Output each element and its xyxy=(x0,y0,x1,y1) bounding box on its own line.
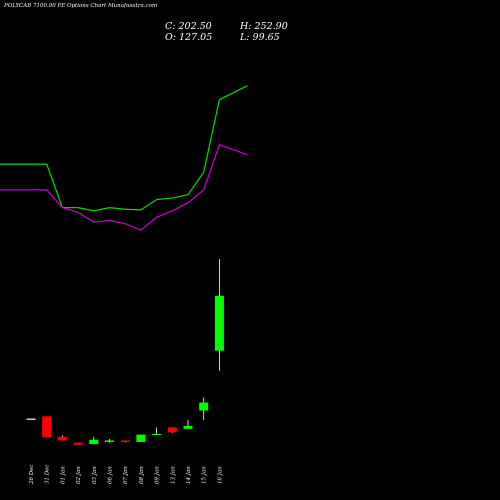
close-value: C: 202.50 xyxy=(165,21,212,32)
x-tick-label: 31 Dec xyxy=(45,465,51,485)
candle-body xyxy=(105,440,114,442)
x-tick-label: 26 Dec xyxy=(29,465,35,486)
ohlc-right: H: 252.90 L: 99.65 xyxy=(240,21,288,43)
high-value: H: 252.90 xyxy=(240,21,288,32)
candle xyxy=(136,434,146,442)
x-tick-label: 09 Jan xyxy=(155,466,161,484)
candle xyxy=(152,427,162,436)
candle-body xyxy=(152,433,162,436)
candle xyxy=(89,436,99,445)
x-tick-label: 03 Jan xyxy=(92,466,98,484)
x-tick-label: 15 Jan xyxy=(202,466,208,484)
x-tick-label: 13 Jan xyxy=(170,466,176,484)
x-tick-label: 16 Jan xyxy=(217,466,223,484)
x-tick-label: 02 Jan xyxy=(76,466,82,484)
candle-body xyxy=(42,416,52,438)
open-value: O: 127.05 xyxy=(165,32,213,43)
candle xyxy=(26,418,36,420)
candle-body xyxy=(136,434,146,442)
candle xyxy=(57,435,67,441)
chart-title: POLYCAB 7100.00 PE Options Chart Munafas… xyxy=(4,3,158,9)
indicator-lines xyxy=(0,85,248,231)
candle-body xyxy=(214,295,224,351)
candle xyxy=(214,259,224,371)
low-value: L: 99.65 xyxy=(240,32,280,43)
x-axis-labels: 26 Dec 31 Dec 01 Jan 02 Jan 03 Jan 06 Jan 07 J… xyxy=(29,465,223,486)
x-tick-label: 01 Jan xyxy=(60,466,66,484)
ohlc-left: C: 202.50 O: 127.05 xyxy=(165,21,212,43)
candle xyxy=(105,438,114,443)
candle xyxy=(199,397,209,421)
candle xyxy=(73,442,83,445)
candle-body xyxy=(167,427,177,433)
magenta-indicator-line xyxy=(0,144,248,231)
candle-body xyxy=(183,425,193,429)
x-tick-label: 07 Jan xyxy=(123,466,129,484)
candle-body xyxy=(57,436,67,441)
candle xyxy=(167,427,177,434)
x-tick-label: 14 Jan xyxy=(186,466,192,484)
candle-body xyxy=(26,418,36,420)
candle xyxy=(183,420,193,429)
x-tick-label: 08 Jan xyxy=(139,466,145,484)
x-tick-label: 06 Jan xyxy=(108,466,114,484)
candle-body xyxy=(120,440,130,442)
candle-body xyxy=(73,442,83,445)
candle-body xyxy=(199,402,209,411)
candle xyxy=(42,416,52,438)
candle-body xyxy=(89,439,99,445)
candle xyxy=(120,440,130,443)
candles xyxy=(26,259,224,445)
green-indicator-line xyxy=(0,85,248,212)
